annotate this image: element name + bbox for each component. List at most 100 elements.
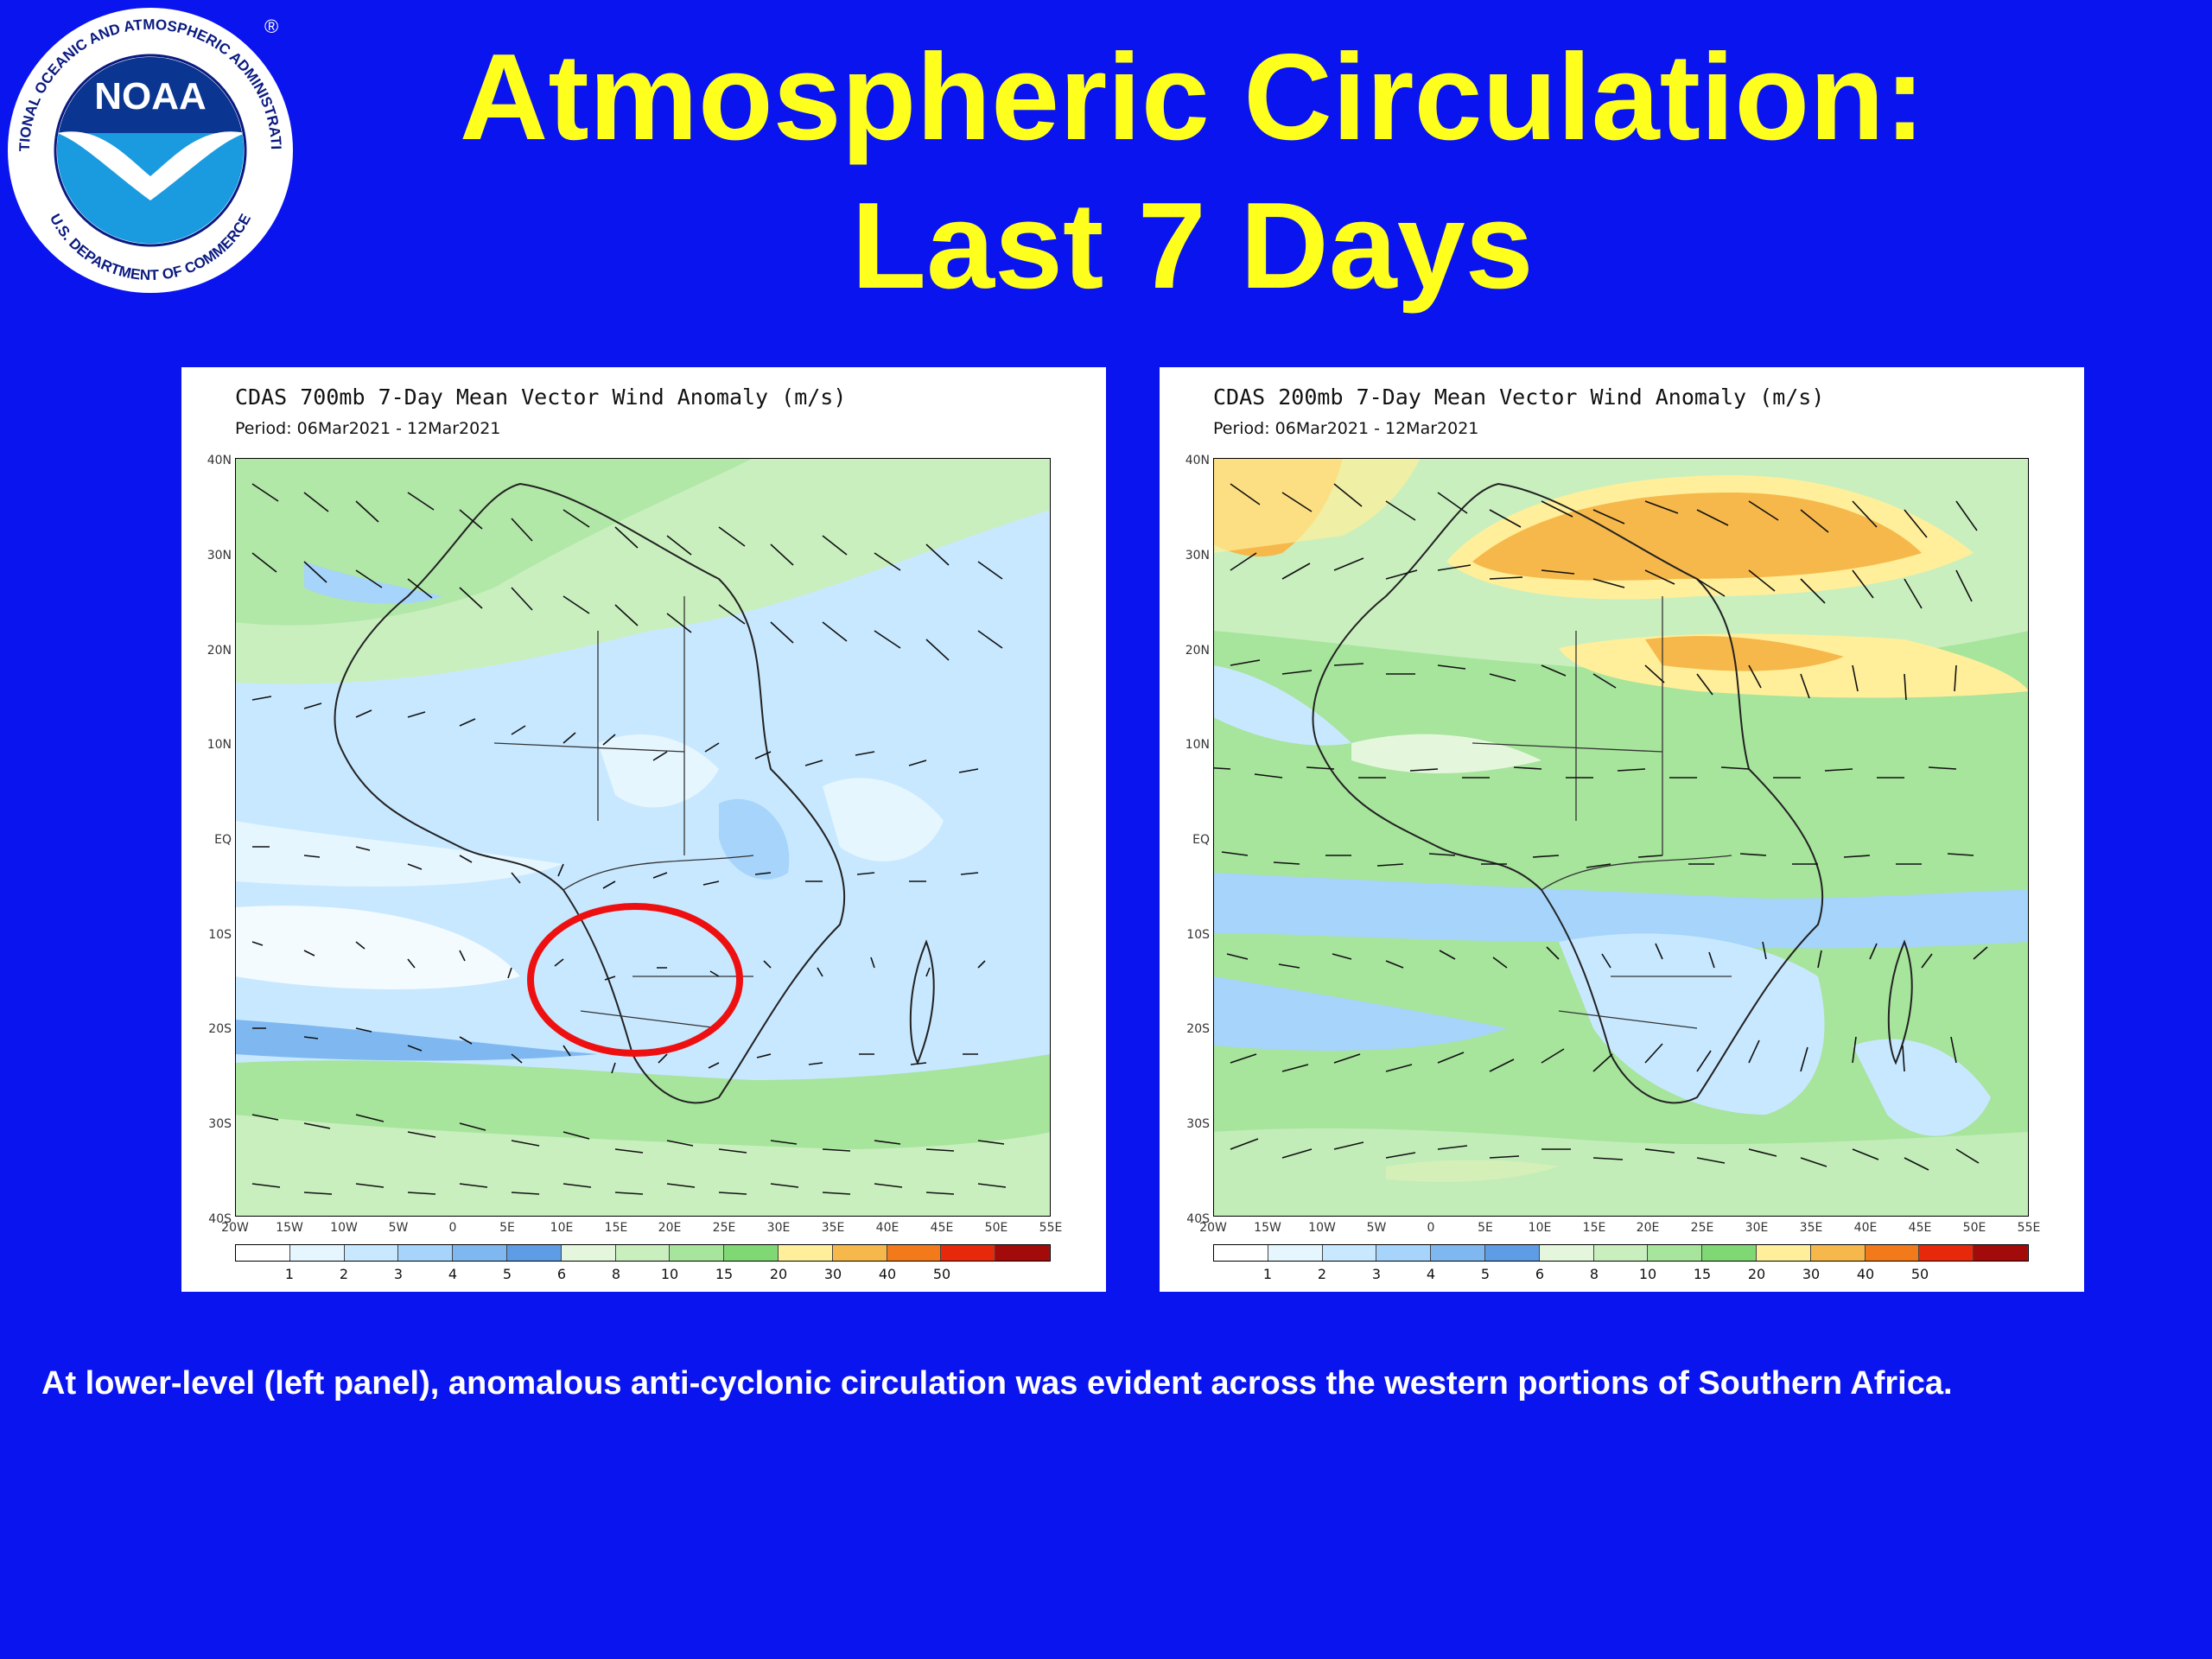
- colorbar-swatch: [236, 1245, 290, 1261]
- colorbar-label: 30: [1802, 1266, 1821, 1282]
- colorbar-swatch: [724, 1245, 779, 1261]
- lon-label: 35E: [1799, 1221, 1823, 1235]
- lon-label: 50E: [1962, 1221, 1986, 1235]
- lon-label: 15W: [276, 1221, 303, 1235]
- lon-label: 40E: [875, 1221, 899, 1235]
- lon-label: 45E: [930, 1221, 954, 1235]
- colorbar-swatch: [453, 1245, 507, 1261]
- lat-label: 30S: [1186, 1117, 1210, 1131]
- map-panel-700mb: CDAS 700mb 7-Day Mean Vector Wind Anomal…: [181, 367, 1106, 1292]
- lon-label: 10E: [1528, 1221, 1552, 1235]
- lon-label: 5W: [1366, 1221, 1387, 1235]
- colorbar-swatch: [615, 1245, 671, 1261]
- lat-label: 30N: [207, 549, 232, 563]
- colorbar-swatch: [1322, 1245, 1377, 1261]
- lat-label: 20N: [207, 644, 232, 658]
- lon-label: 15E: [604, 1221, 628, 1235]
- colorbar-swatch: [1593, 1245, 1649, 1261]
- lon-label: 35E: [821, 1221, 845, 1235]
- lat-label: 10S: [208, 928, 232, 942]
- lat-label: EQ: [1192, 833, 1210, 847]
- lat-label: 40N: [1185, 454, 1210, 467]
- lat-label: 20N: [1185, 644, 1210, 658]
- lon-label: 15W: [1254, 1221, 1281, 1235]
- colorbar-label: 20: [769, 1266, 788, 1282]
- lat-label: 10S: [1186, 928, 1210, 942]
- panel-title: CDAS 700mb 7-Day Mean Vector Wind Anomal…: [235, 385, 847, 410]
- wind-anomaly-map-200mb: [1213, 458, 2029, 1217]
- lat-label: EQ: [214, 833, 232, 847]
- colorbar-label: 5: [502, 1266, 512, 1282]
- lon-label: 10W: [1308, 1221, 1336, 1235]
- colorbar-swatch: [1268, 1245, 1323, 1261]
- colorbar-label: 1: [1262, 1266, 1273, 1282]
- colorbar-label: 8: [1589, 1266, 1599, 1282]
- colorbar-swatch: [832, 1245, 887, 1261]
- noaa-logo: NOAA NATIONAL OCEANIC AND ATMOSPHERIC AD…: [3, 3, 293, 293]
- page-title-line2: Last 7 Days: [851, 177, 1534, 315]
- colorbar-swatch: [1648, 1245, 1703, 1261]
- colorbar-swatch: [1919, 1245, 1974, 1261]
- lon-label: 30E: [766, 1221, 791, 1235]
- colorbar-swatch: [1810, 1245, 1866, 1261]
- lon-label: 10W: [330, 1221, 358, 1235]
- colorbar-label: 6: [1535, 1266, 1545, 1282]
- lon-label: 10E: [550, 1221, 574, 1235]
- colorbar-label: 2: [339, 1266, 349, 1282]
- lon-label: 5E: [499, 1221, 515, 1235]
- lat-label: 20S: [1186, 1022, 1210, 1036]
- wind-anomaly-map-700mb: [235, 458, 1051, 1217]
- colorbar-label: 50: [1910, 1266, 1929, 1282]
- colorbar-swatch: [1702, 1245, 1757, 1261]
- colorbar-swatch: [561, 1245, 616, 1261]
- lon-label: 45E: [1908, 1221, 1932, 1235]
- lat-label: 10N: [1185, 738, 1210, 752]
- colorbar-swatch: [1756, 1245, 1811, 1261]
- colorbar: [235, 1244, 1051, 1262]
- colorbar-swatch: [1865, 1245, 1920, 1261]
- panel-period: Period: 06Mar2021 - 12Mar2021: [1213, 419, 1479, 438]
- svg-text:NOAA: NOAA: [94, 75, 207, 118]
- lon-label: 25E: [712, 1221, 736, 1235]
- lon-label: 55E: [1039, 1221, 1063, 1235]
- colorbar-label: 2: [1317, 1266, 1327, 1282]
- svg-text:®: ®: [264, 16, 278, 37]
- map-panel-200mb: CDAS 200mb 7-Day Mean Vector Wind Anomal…: [1160, 367, 2084, 1292]
- lon-label: 0: [448, 1221, 457, 1235]
- lon-label: 5E: [1478, 1221, 1493, 1235]
- lat-label: 40S: [208, 1212, 232, 1226]
- colorbar-swatch: [887, 1245, 942, 1261]
- colorbar-label: 8: [611, 1266, 621, 1282]
- slide-caption: At lower-level (left panel), anomalous a…: [41, 1365, 1953, 1402]
- lat-label: 40N: [207, 454, 232, 467]
- colorbar-swatch: [1431, 1245, 1485, 1261]
- lat-label: 10N: [207, 738, 232, 752]
- colorbar-label: 40: [1856, 1266, 1875, 1282]
- page-title-line1: Atmospheric Circulation:: [459, 29, 1926, 166]
- lon-label: 0: [1427, 1221, 1435, 1235]
- colorbar-label: 50: [932, 1266, 951, 1282]
- colorbar-swatch: [1539, 1245, 1594, 1261]
- colorbar-swatch: [1484, 1245, 1540, 1261]
- colorbar-swatch: [778, 1245, 833, 1261]
- colorbar-swatch: [941, 1245, 996, 1261]
- colorbar-swatch: [1214, 1245, 1268, 1261]
- colorbar-label: 4: [1426, 1266, 1436, 1282]
- colorbar-label: 6: [556, 1266, 567, 1282]
- lon-label: 50E: [984, 1221, 1008, 1235]
- lon-label: 5W: [388, 1221, 409, 1235]
- colorbar-swatch: [506, 1245, 562, 1261]
- colorbar-label: 40: [878, 1266, 897, 1282]
- lon-label: 20E: [658, 1221, 682, 1235]
- colorbar-swatch: [1376, 1245, 1432, 1261]
- colorbar-label: 1: [284, 1266, 295, 1282]
- colorbar-swatch: [670, 1245, 725, 1261]
- colorbar-label: 10: [1638, 1266, 1657, 1282]
- colorbar-label: 15: [1693, 1266, 1712, 1282]
- lon-label: 30E: [1745, 1221, 1769, 1235]
- colorbar-label: 3: [393, 1266, 404, 1282]
- colorbar-label: 3: [1371, 1266, 1382, 1282]
- lon-label: 20W: [221, 1221, 249, 1235]
- lat-label: 40S: [1186, 1212, 1210, 1226]
- panel-period: Period: 06Mar2021 - 12Mar2021: [235, 419, 501, 438]
